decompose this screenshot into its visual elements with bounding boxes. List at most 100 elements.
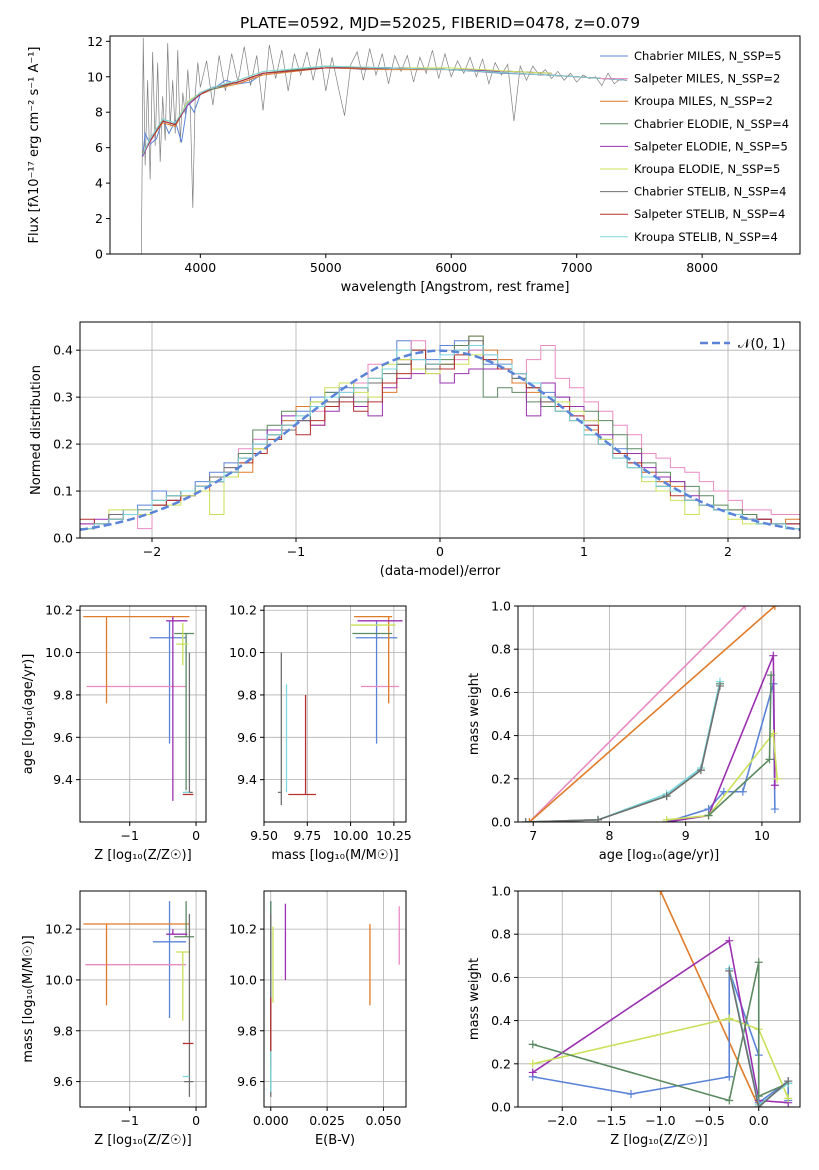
errorbar-point-2 (83, 615, 190, 704)
errorbar-point-3 (174, 632, 195, 791)
x-tick-label: 9 (682, 828, 690, 843)
panel-age-vs-mass: 9.50 9.75 10.00 10.25 9.4 9.6 9.8 10.0 10.2 mass … (229, 603, 412, 863)
axes-frame (79, 890, 207, 1108)
y-tick-label: 9.8 (53, 1023, 73, 1038)
y-tick-label: 0.1 (53, 484, 73, 499)
panel-age-vs-Z: −1 0 9.4 9.6 9.8 10.0 10.2 Z [log₁₀(Z/Z☉)] age [… (21, 603, 207, 863)
x-tick-label: 0.000 (253, 1113, 289, 1128)
series-line-7 (666, 731, 778, 821)
series-marker (725, 1096, 734, 1105)
panel-spectrum: 4000 5000 6000 7000 8000 0 2 4 6 8 10 12 wavelength … (27, 34, 801, 295)
series-marker (767, 671, 776, 680)
y-tick-label: 0.6 (491, 970, 511, 985)
x-tick-label: 0 (192, 1113, 200, 1128)
x-tick-label: 0.0 (749, 1113, 769, 1128)
panel-weight-vs-age: 7 8 9 10 0.0 0.2 0.4 0.6 0.8 1.0 age [log₁₀(age/yr… (467, 599, 801, 863)
plot-area (277, 615, 403, 806)
series-marker (738, 787, 747, 796)
series-marker (715, 681, 724, 690)
y-tick-label: 10.0 (229, 645, 257, 660)
series-marker (754, 1103, 763, 1107)
y-tick-label: 10.2 (45, 603, 73, 618)
y-tick-label: 9.8 (53, 687, 73, 702)
y-tick-label: 0.2 (491, 1056, 511, 1071)
y-tick-label: 0.4 (53, 343, 73, 358)
x-tick-label: 0.025 (309, 1113, 345, 1128)
plot-area (521, 606, 782, 822)
legend-label: Chabrier ELODIE, N_SSP=4 (634, 117, 789, 131)
plot-area (141, 37, 627, 254)
y-tick-label: 0.3 (53, 390, 73, 405)
y-axis-label: age [log₁₀(age/yr)] (21, 654, 36, 775)
x-tick-label: −1.5 (596, 1113, 626, 1128)
y-tick-label: 0.2 (491, 771, 511, 786)
y-tick-label: 9.6 (53, 1074, 73, 1089)
x-tick-label: 1 (580, 544, 588, 559)
y-tick-label: 0.6 (491, 685, 511, 700)
errorbar-point-0 (149, 620, 187, 744)
series-marker (626, 1090, 635, 1099)
series-marker (784, 1077, 793, 1086)
y-tick-label: 9.6 (237, 1074, 257, 1089)
legend-label: Chabrier MILES, N_SSP=5 (634, 49, 781, 63)
y-tick-label: 0.0 (491, 815, 511, 830)
x-tick-label: −1 (121, 1113, 139, 1128)
errorbar-point-2 (354, 615, 393, 704)
y-tick-label: 0.2 (53, 437, 73, 452)
legend-label: Kroupa MILES, N_SSP=2 (634, 94, 773, 108)
panel-weight-vs-Z: −2.0 −1.5 −1.0 −0.5 0.0 0.0 0.2 0.4 0.6 0.8 1.0 Z [… (467, 884, 801, 1148)
plot-area (270, 901, 400, 1097)
y-tick-label: 10 (87, 69, 103, 84)
y-tick-label: 9.6 (53, 730, 73, 745)
series-marker (784, 1094, 793, 1103)
panel-residuals: 𝒩(0, 1) −2 −1 0 1 2 0.0 0.1 0.2 0.3 0.4 (data-model… (29, 321, 801, 579)
x-axis-label: mass [log₁₀(M/M☉)] (271, 848, 398, 863)
errorbar-point-6 (184, 913, 194, 1097)
y-tick-label: 6 (95, 140, 103, 155)
y-tick-label: 0 (95, 247, 103, 262)
x-tick-label: 10.25 (376, 828, 412, 843)
y-tick-label: 8 (95, 105, 103, 120)
y-tick-label: 9.4 (237, 772, 257, 787)
series-line-0 (659, 891, 760, 1107)
x-axis-label: Z [log₁₀(Z/Z☉)] (94, 848, 191, 863)
x-tick-label: 4000 (184, 260, 216, 275)
y-axis-label: mass weight (467, 958, 482, 1040)
y-tick-label: 0.4 (491, 728, 511, 743)
y-tick-label: 0.4 (491, 1013, 511, 1028)
x-tick-label: −2.0 (547, 1113, 577, 1128)
x-tick-label: −1 (287, 544, 305, 559)
x-tick-label: 2 (724, 544, 732, 559)
y-tick-label: 9.8 (237, 687, 257, 702)
x-tick-label: 10 (754, 828, 770, 843)
errorbar-point-3 (174, 901, 195, 938)
x-axis-label: Z [log₁₀(Z/Z☉)] (610, 1133, 707, 1148)
series-marker (725, 1072, 734, 1081)
y-axis-label: Flux [fλ10⁻¹⁷ erg cm⁻² s⁻¹ A⁻¹] (27, 47, 42, 244)
series-line-6 (666, 655, 776, 822)
series-marker (725, 936, 734, 945)
y-tick-label: 0.8 (491, 642, 511, 657)
series-marker (769, 651, 778, 660)
errorbar-point-4 (166, 929, 188, 935)
series-marker (528, 1059, 537, 1068)
y-tick-label: 0.0 (491, 1100, 511, 1115)
plot-area (528, 891, 793, 1107)
series-marker (754, 958, 763, 967)
x-tick-label: 8 (605, 828, 613, 843)
errorbar-point-0 (355, 620, 398, 744)
x-tick-label: 7000 (561, 260, 593, 275)
series-marker (725, 966, 734, 975)
errorbar-point-7 (288, 694, 316, 796)
x-axis-label: (data-model)/error (380, 564, 501, 579)
series-line-8 (142, 65, 627, 155)
legend-label: Salpeter MILES, N_SSP=2 (634, 72, 780, 86)
series-marker (773, 774, 782, 783)
y-tick-label: 9.8 (237, 1023, 257, 1038)
series-marker (741, 606, 750, 610)
axes-frame (79, 605, 207, 823)
y-axis-label: mass weight (467, 673, 482, 755)
y-tick-label: 1.0 (491, 884, 511, 899)
series-line-1 (528, 606, 776, 822)
